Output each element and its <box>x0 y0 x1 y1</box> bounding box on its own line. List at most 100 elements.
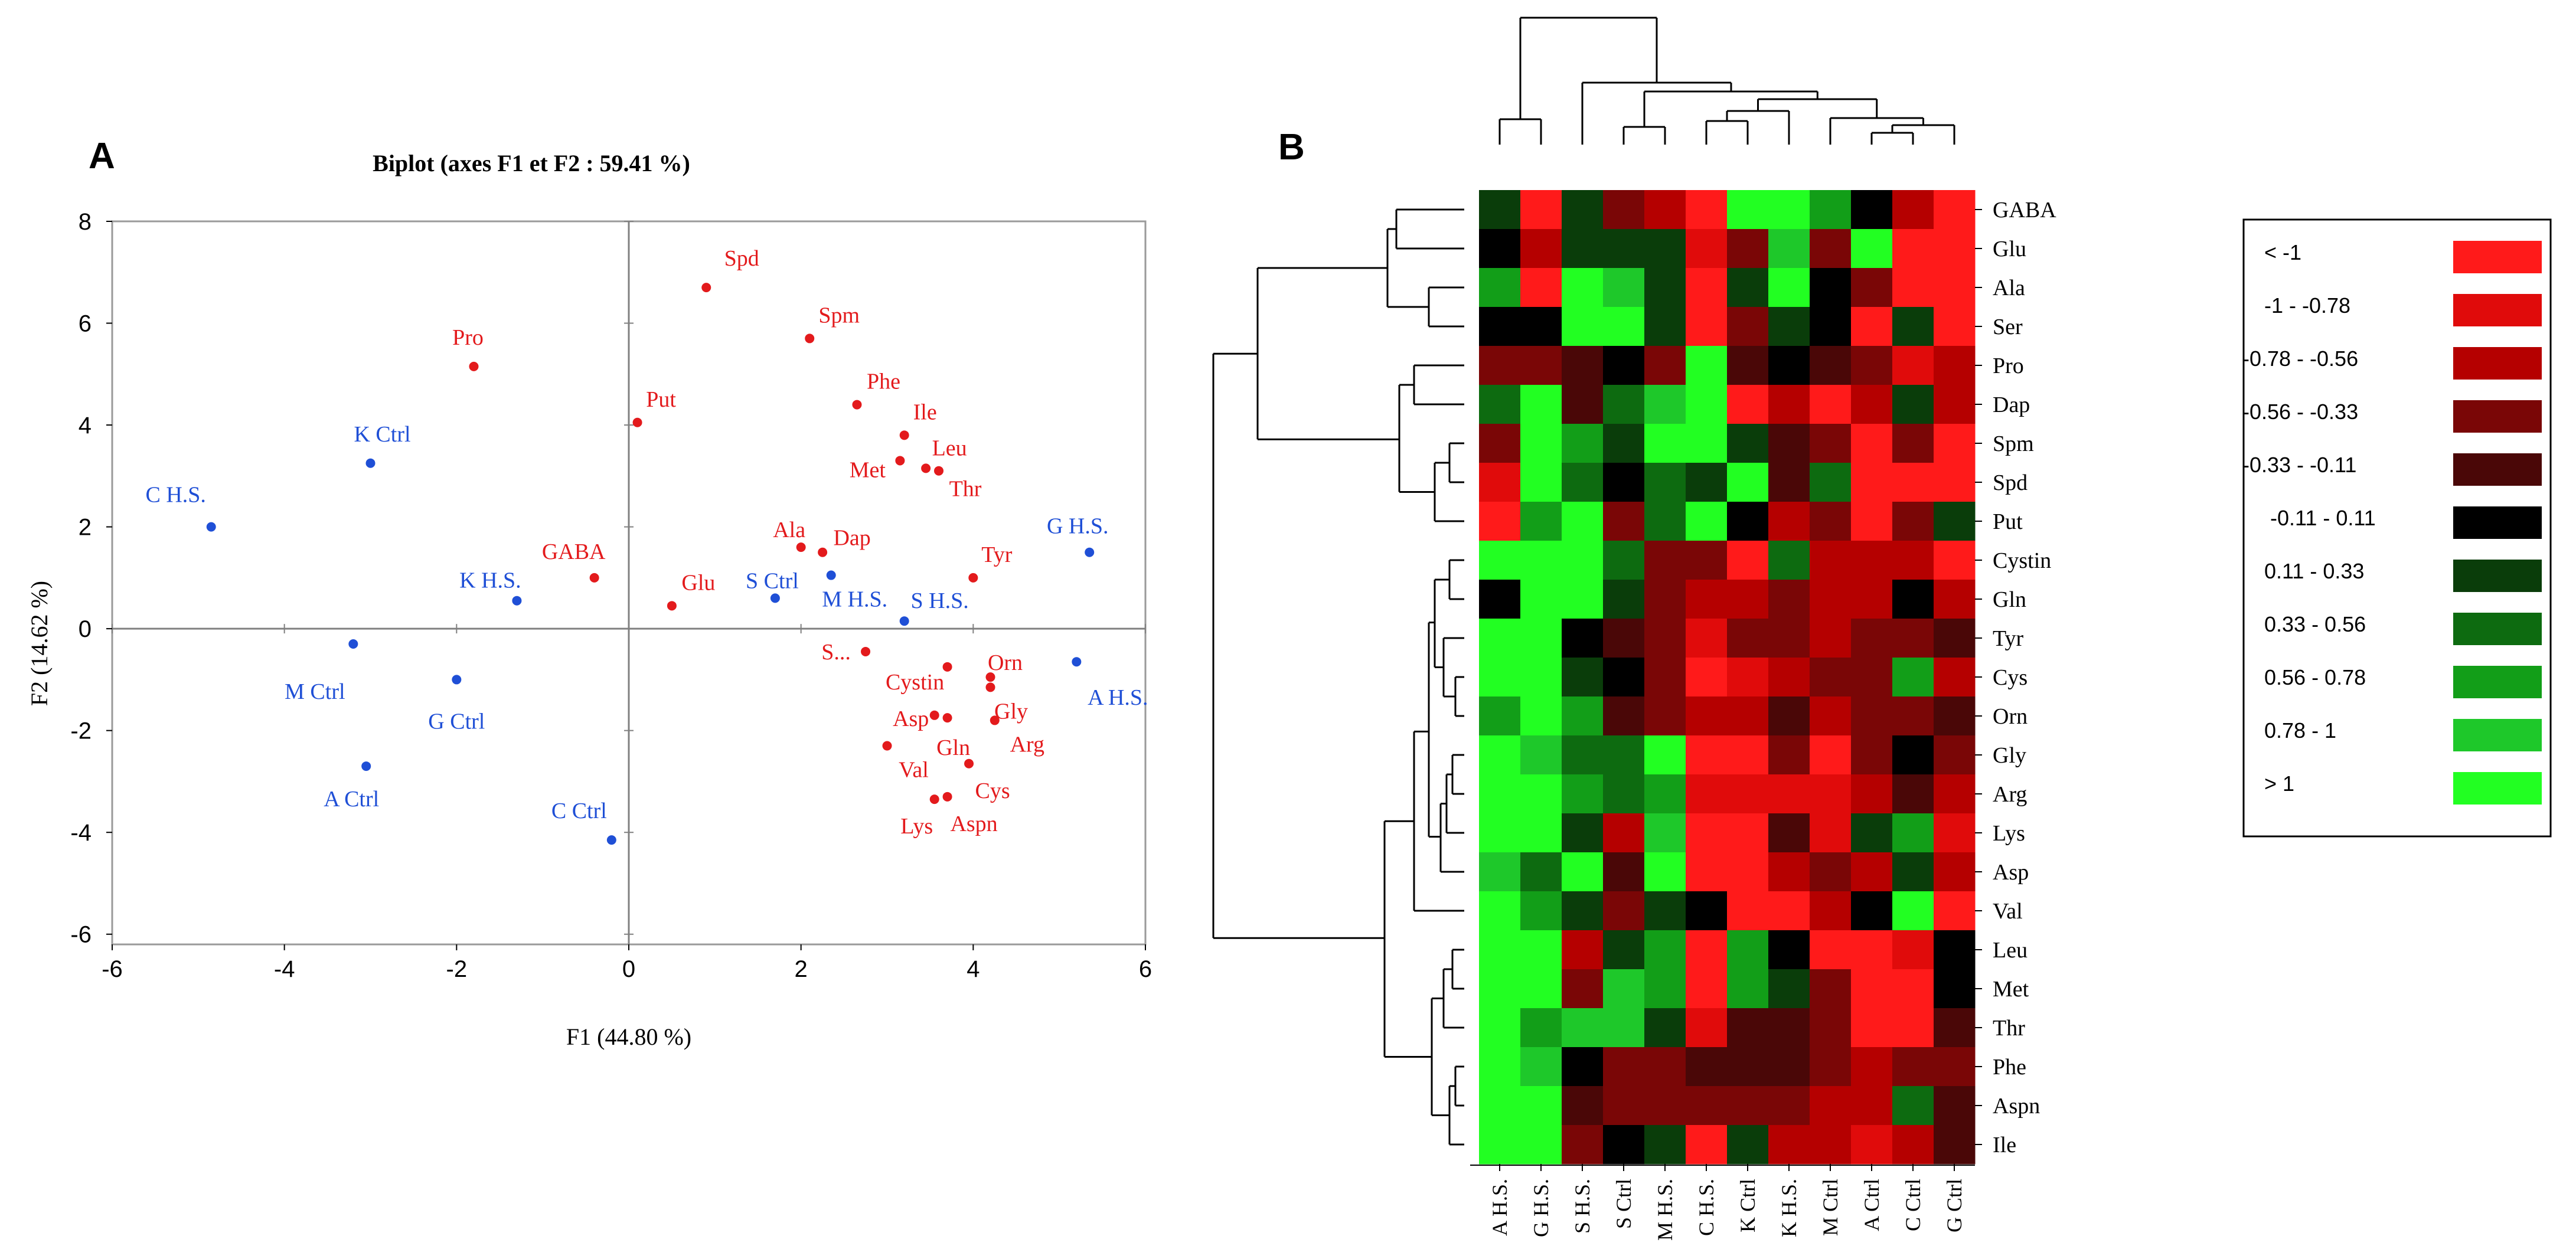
heatmap-cell-cys-s-h-s <box>1562 658 1604 697</box>
heatmap-cell-dap-s-h-s <box>1562 385 1604 424</box>
heatmap-cell-phe-c-ctrl <box>1892 1047 1934 1087</box>
heatmap-cell-met-k-h-s <box>1768 969 1810 1009</box>
heatmap-cell-dap-g-h-s <box>1520 385 1562 424</box>
heatmap-cell-spm-g-ctrl <box>1934 424 1976 463</box>
heatmap-cell-phe-k-ctrl <box>1727 1047 1769 1087</box>
variable-label-gln: Gln <box>936 735 970 760</box>
variable-point-phe <box>852 400 862 410</box>
heatmap-cell-dap-c-ctrl <box>1892 385 1934 424</box>
heatmap-cell-gaba-k-h-s <box>1768 190 1810 230</box>
observation-point-s-ctrl <box>770 593 780 603</box>
heatmap-cell-dap-k-h-s <box>1768 385 1810 424</box>
heatmap-cell-glu-k-h-s <box>1768 229 1810 269</box>
column-label-m-h-s: M H.S. <box>1653 1179 1677 1241</box>
x-tick-label: -2 <box>446 956 468 982</box>
observation-label-s-ctrl: S Ctrl <box>746 568 799 593</box>
heatmap-cell-leu-m-h-s <box>1644 930 1686 970</box>
row-label-spd: Spd <box>1993 470 2028 495</box>
heatmap-cell-asp-k-ctrl <box>1727 852 1769 892</box>
heatmap-cell-val-a-h-s <box>1479 891 1521 931</box>
heatmap-cell-arg-k-h-s <box>1768 774 1810 814</box>
x-tick-label: -6 <box>102 956 123 982</box>
heatmap-cell-ala-s-h-s <box>1562 268 1604 308</box>
y-axis-label: F2 (14.62 %) <box>26 581 53 706</box>
heatmap-cell-pro-c-ctrl <box>1892 346 1934 385</box>
heatmap-cell-spd-m-ctrl <box>1810 463 1852 502</box>
heatmap-cell-gln-s-ctrl <box>1603 580 1645 619</box>
heatmap-cell-val-k-ctrl <box>1727 891 1769 931</box>
heatmap-cell-spd-c-ctrl <box>1892 463 1934 502</box>
heatmap-cell-arg-s-h-s <box>1562 774 1604 814</box>
heatmap-cell-ile-a-h-s <box>1479 1125 1521 1165</box>
column-label-c-ctrl: C Ctrl <box>1901 1179 1925 1231</box>
heatmap-cell-phe-g-ctrl <box>1934 1047 1976 1087</box>
heatmap-cell-gaba-c-h-s <box>1686 190 1728 230</box>
heatmap-cell-aspn-c-ctrl <box>1892 1086 1934 1126</box>
heatmap-cell-ile-m-h-s <box>1644 1125 1686 1165</box>
variable-point-tyr <box>968 573 978 583</box>
heatmap-cell-orn-m-h-s <box>1644 696 1686 736</box>
row-label-ile: Ile <box>1993 1133 2016 1157</box>
heatmap-cell-put-m-ctrl <box>1810 502 1852 541</box>
variable-point-arg <box>990 715 1000 725</box>
heatmap-cell-spd-g-ctrl <box>1934 463 1976 502</box>
heatmap-cell-arg-g-h-s <box>1520 774 1562 814</box>
heatmap-cell-glu-g-h-s <box>1520 229 1562 269</box>
heatmap-cell-gln-g-ctrl <box>1934 580 1976 619</box>
biplot-title: Biplot (axes F1 et F2 : 59.41 %) <box>373 150 690 176</box>
heatmap-cell-pro-m-h-s <box>1644 346 1686 385</box>
heatmap-cell-ile-k-ctrl <box>1727 1125 1769 1165</box>
variable-label-val: Val <box>899 758 929 783</box>
heatmap-cell-put-s-ctrl <box>1603 502 1645 541</box>
heatmap-cell-ser-c-ctrl <box>1892 307 1934 346</box>
heatmap-cell-dap-m-ctrl <box>1810 385 1852 424</box>
variable-label-pro: Pro <box>452 325 484 350</box>
heatmap-cell-leu-m-ctrl <box>1810 930 1852 970</box>
observation-label-k-h-s: K H.S. <box>459 568 521 593</box>
heatmap-cell-spd-k-ctrl <box>1727 463 1769 502</box>
heatmap-cell-cys-a-ctrl <box>1851 658 1893 697</box>
legend-swatch-4 <box>2453 453 2542 486</box>
heatmap-cell-asp-m-h-s <box>1644 852 1686 892</box>
heatmap-cell-ser-s-h-s <box>1562 307 1604 346</box>
heatmap-cell-glu-m-ctrl <box>1810 229 1852 269</box>
heatmap-cell-ser-m-h-s <box>1644 307 1686 346</box>
variable-label-gaba: GABA <box>542 539 606 564</box>
heatmap-cell-spd-s-h-s <box>1562 463 1604 502</box>
heatmap-cell-gly-a-ctrl <box>1851 735 1893 775</box>
heatmap-cell-spd-k-h-s <box>1768 463 1810 502</box>
heatmap-cell-pro-k-ctrl <box>1727 346 1769 385</box>
heatmap-cell-ile-s-ctrl <box>1603 1125 1645 1165</box>
heatmap-cell-spm-m-ctrl <box>1810 424 1852 463</box>
heatmap-cell-arg-m-h-s <box>1644 774 1686 814</box>
heatmap-cell-glu-k-ctrl <box>1727 229 1769 269</box>
legend-swatch-10 <box>2453 772 2542 805</box>
heatmap-cell-lys-a-ctrl <box>1851 813 1893 853</box>
y-tick-label: -2 <box>70 718 92 744</box>
heatmap-cell-asp-a-h-s <box>1479 852 1521 892</box>
heatmap-cell-pro-g-ctrl <box>1934 346 1976 385</box>
variable-point-thr <box>934 466 943 476</box>
heatmap-cell-ala-m-ctrl <box>1810 268 1852 308</box>
heatmap-cell-cystin-c-ctrl <box>1892 541 1934 580</box>
heatmap-cell-put-m-h-s <box>1644 502 1686 541</box>
heatmap-cell-tyr-g-h-s <box>1520 619 1562 658</box>
variable-point-lys <box>929 794 939 805</box>
observation-point-a-h-s <box>1072 657 1082 667</box>
variable-point-val <box>882 741 892 751</box>
legend-swatch-9 <box>2453 719 2542 751</box>
variable-point-met <box>895 456 905 466</box>
heatmap-cell-phe-k-h-s <box>1768 1047 1810 1087</box>
column-label-k-h-s: K H.S. <box>1777 1179 1801 1237</box>
heatmap-cell-put-g-ctrl <box>1934 502 1976 541</box>
heatmap-cell-cys-g-h-s <box>1520 658 1562 697</box>
heatmap-cell-cystin-m-h-s <box>1644 541 1686 580</box>
heatmap-cell-dap-s-ctrl <box>1603 385 1645 424</box>
heatmap-cell-spd-a-ctrl <box>1851 463 1893 502</box>
heatmap-cell-thr-c-h-s <box>1686 1008 1728 1048</box>
y-tick-label: -4 <box>70 820 92 846</box>
x-axis-label: F1 (44.80 %) <box>566 1023 691 1050</box>
heatmap-cell-spd-a-h-s <box>1479 463 1521 502</box>
heatmap-cell-orn-a-h-s <box>1479 696 1521 736</box>
heatmap-panel: B GABA Glu Ala Ser Pro Dap Spm Spd Put Cystin Gln T… <box>1212 17 2552 1241</box>
